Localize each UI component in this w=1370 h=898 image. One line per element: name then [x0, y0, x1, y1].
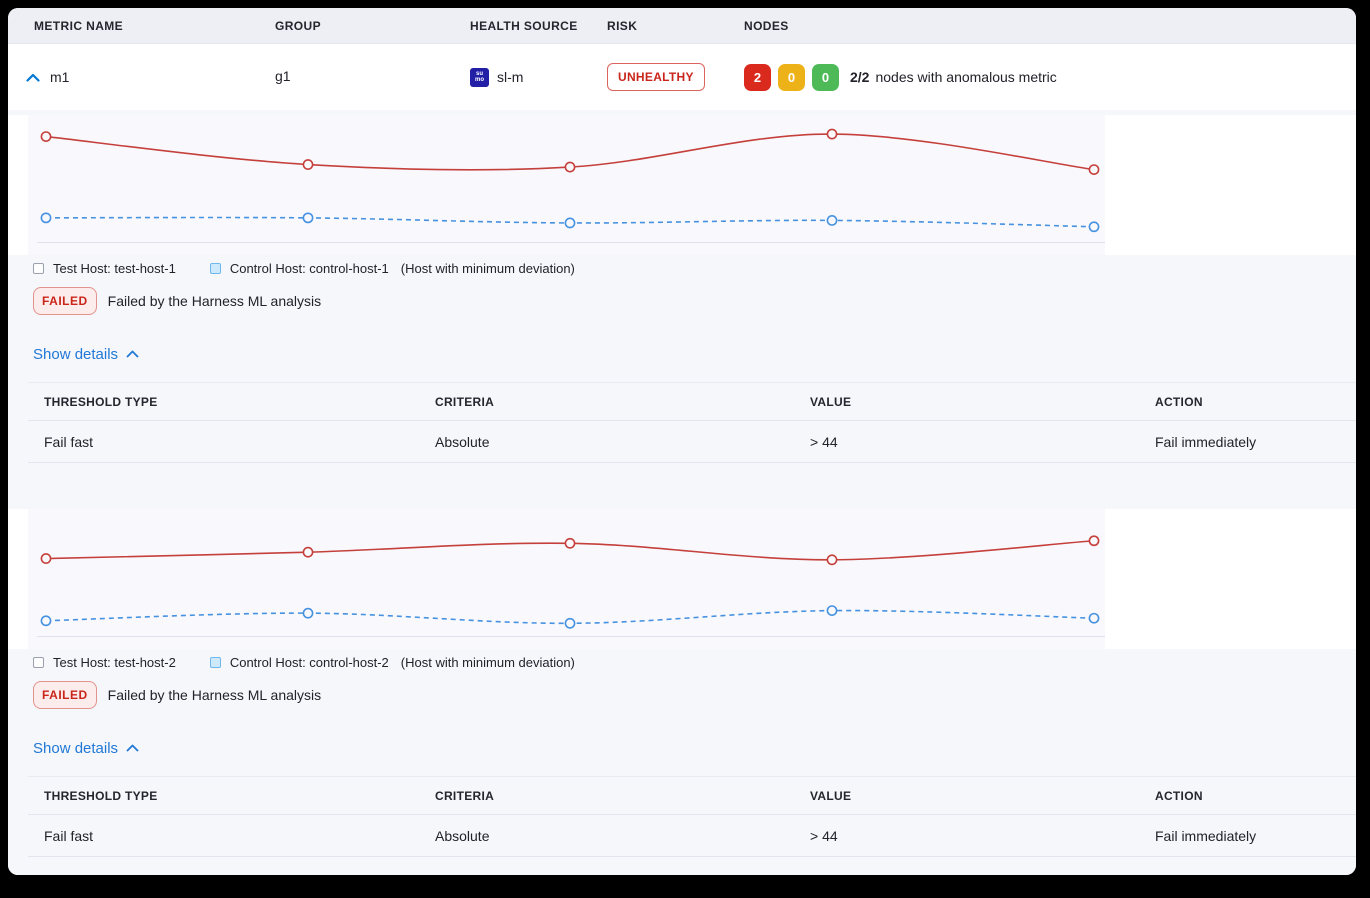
test-host-legend-label: Test Host: test-host-2	[53, 654, 176, 670]
col-threshold-type: THRESHOLD TYPE	[44, 788, 158, 803]
sumologic-icon-text-top: su	[475, 71, 483, 77]
threshold-type-value: Fail fast	[44, 827, 94, 844]
group-value: g1	[275, 68, 291, 84]
col-header-risk: RISK	[607, 18, 638, 33]
timeseries-chart-host-1	[28, 115, 1105, 255]
chevron-up-icon	[26, 73, 40, 82]
chart-legend: Test Host: test-host-1 Control Host: con…	[33, 260, 1356, 276]
col-threshold-type: THRESHOLD TYPE	[44, 394, 158, 409]
chart-strip	[8, 115, 1356, 255]
threshold-table-header: THRESHOLD TYPE CRITERIA VALUE ACTION	[28, 383, 1356, 421]
failed-status-message: Failed by the Harness ML analysis	[107, 293, 322, 309]
chevron-up-icon	[126, 744, 139, 752]
action-value: Fail immediately	[1155, 827, 1257, 844]
threshold-table: THRESHOLD TYPE CRITERIA VALUE ACTION Fai…	[28, 382, 1356, 463]
col-action: ACTION	[1155, 788, 1203, 803]
failed-status-badge: FAILED	[33, 287, 97, 315]
metric-row-m1: m1 g1 su mo sl-m UNHEALTHY 2 0 0 2/2 nod…	[8, 44, 1356, 110]
col-header-metric-name: METRIC NAME	[34, 18, 124, 33]
threshold-table-header: THRESHOLD TYPE CRITERIA VALUE ACTION	[28, 777, 1356, 815]
minimum-deviation-note: (Host with minimum deviation)	[400, 654, 575, 670]
collapse-row-button[interactable]	[25, 69, 41, 85]
test-host-legend-label: Test Host: test-host-1	[53, 260, 176, 276]
control-host-legend-label: Control Host: control-host-1	[229, 260, 389, 276]
show-details-link[interactable]: Show details	[33, 738, 139, 758]
col-value: VALUE	[810, 788, 852, 803]
show-details-link[interactable]: Show details	[33, 344, 139, 364]
col-header-nodes: NODES	[744, 18, 789, 33]
failed-status-message: Failed by the Harness ML analysis	[107, 687, 322, 703]
timeseries-chart-host-2	[28, 509, 1105, 649]
chevron-up-icon	[126, 350, 139, 358]
show-details-label: Show details	[33, 739, 119, 757]
control-host-checkbox[interactable]	[209, 262, 221, 274]
col-criteria: CRITERIA	[435, 394, 495, 409]
control-host-legend-label: Control Host: control-host-2	[229, 654, 389, 670]
col-header-health-source: HEALTH SOURCE	[470, 18, 578, 33]
test-host-checkbox[interactable]	[33, 656, 44, 668]
threshold-table-row: Fail fast Absolute > 44 Fail immediately	[28, 421, 1356, 463]
sumologic-icon: su mo	[470, 67, 489, 87]
criteria-value: Absolute	[435, 433, 490, 450]
chart-strip	[8, 509, 1356, 649]
col-header-group: GROUP	[275, 18, 322, 33]
failed-status-badge: FAILED	[33, 681, 97, 709]
show-details-label: Show details	[33, 345, 119, 363]
metrics-analysis-panel: METRIC NAME GROUP HEALTH SOURCE RISK NOD…	[8, 8, 1356, 875]
host-analysis-block-2: Test Host: test-host-2 Control Host: con…	[8, 509, 1356, 857]
value-value: > 44	[810, 827, 838, 844]
node-count-badge-healthy: 0	[812, 63, 839, 91]
threshold-table-row: Fail fast Absolute > 44 Fail immediately	[28, 815, 1356, 857]
col-value: VALUE	[810, 394, 852, 409]
nodes-anomalous-label: nodes with anomalous metric	[875, 69, 1057, 85]
host-analysis-block-1: Test Host: test-host-1 Control Host: con…	[8, 115, 1356, 463]
col-criteria: CRITERIA	[435, 788, 495, 803]
table-header-row: METRIC NAME GROUP HEALTH SOURCE RISK NOD…	[8, 8, 1356, 44]
analysis-status-row: FAILED Failed by the Harness ML analysis	[33, 287, 1356, 315]
criteria-value: Absolute	[435, 827, 490, 844]
nodes-anomalous-ratio: 2/2	[850, 69, 870, 85]
value-value: > 44	[810, 433, 838, 450]
health-source-value: sl-m	[497, 69, 524, 85]
minimum-deviation-note: (Host with minimum deviation)	[400, 260, 575, 276]
threshold-type-value: Fail fast	[44, 433, 94, 450]
test-host-checkbox[interactable]	[33, 262, 44, 274]
node-count-badge-warning: 0	[778, 63, 805, 91]
expanded-metric-details: Test Host: test-host-1 Control Host: con…	[8, 110, 1356, 875]
chart-legend: Test Host: test-host-2 Control Host: con…	[33, 654, 1356, 670]
sumologic-icon-text-bottom: mo	[475, 77, 484, 83]
risk-status-badge: UNHEALTHY	[607, 63, 705, 91]
node-count-badge-unhealthy: 2	[744, 63, 771, 91]
action-value: Fail immediately	[1155, 433, 1257, 450]
analysis-status-row: FAILED Failed by the Harness ML analysis	[33, 681, 1356, 709]
col-action: ACTION	[1155, 394, 1203, 409]
threshold-table: THRESHOLD TYPE CRITERIA VALUE ACTION Fai…	[28, 776, 1356, 857]
metric-name-value: m1	[50, 69, 70, 85]
control-host-checkbox[interactable]	[209, 656, 221, 668]
